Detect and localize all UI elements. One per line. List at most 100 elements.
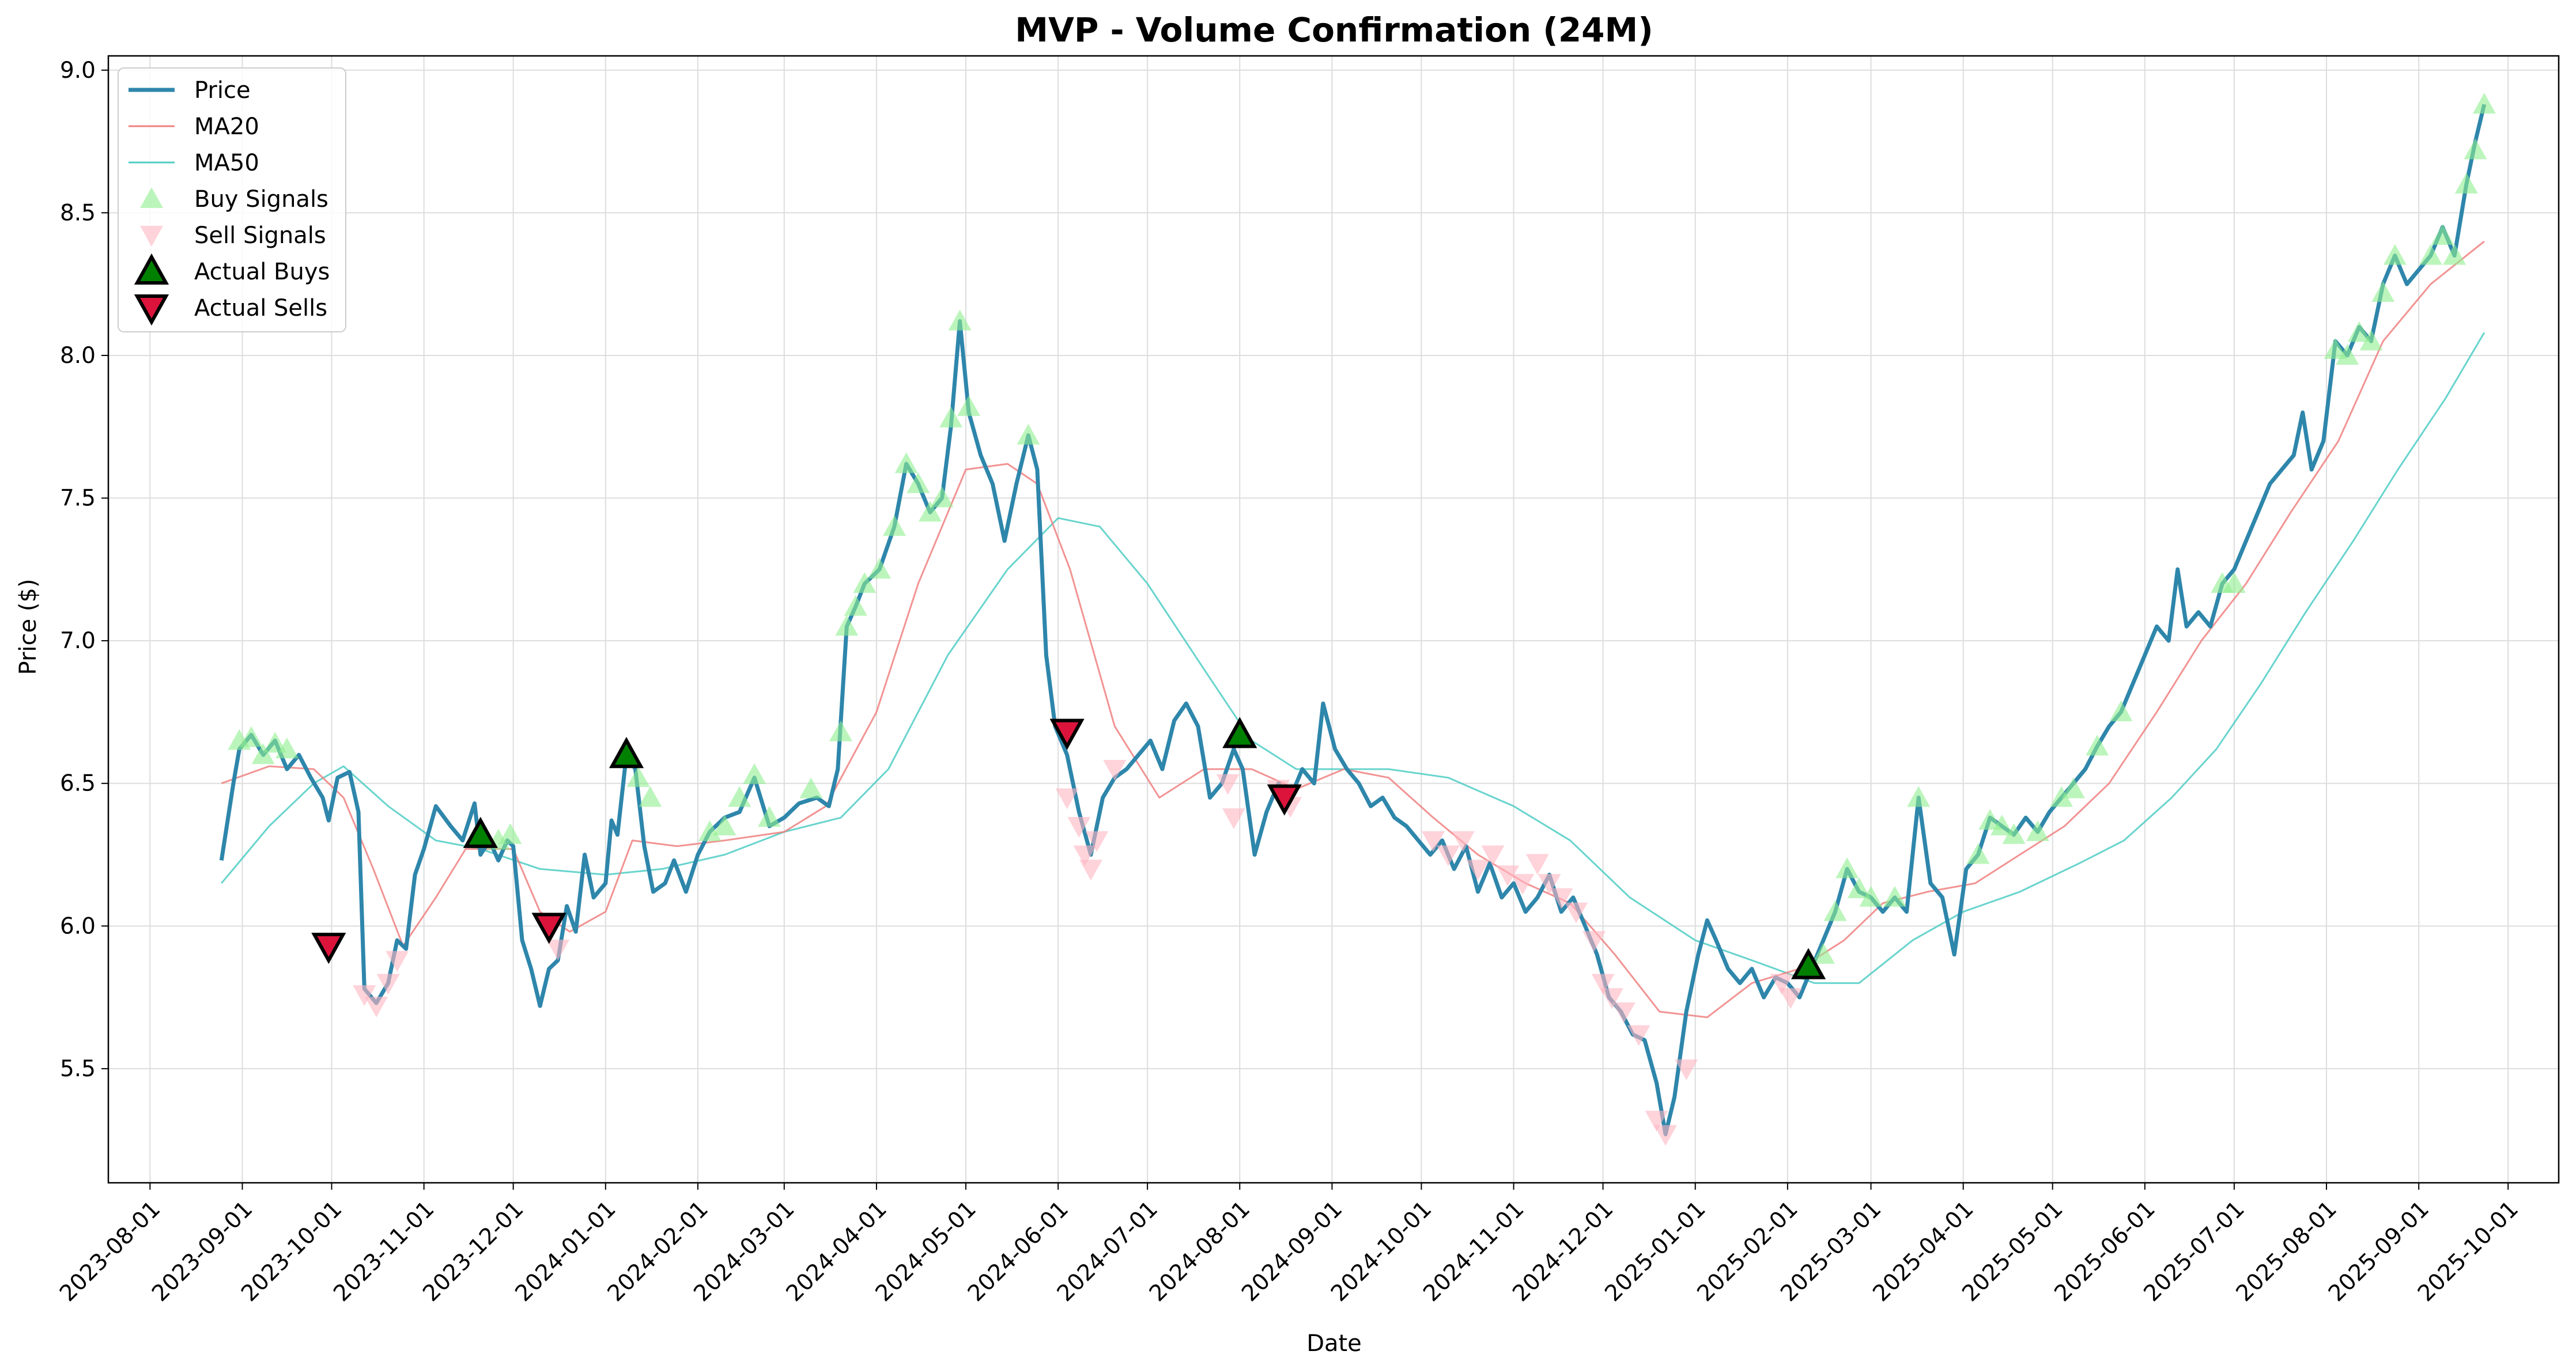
buy-signal-marker [263, 732, 287, 753]
legend-swatch [134, 294, 169, 326]
actual-sell-marker [1267, 784, 1302, 816]
buy-signal-marker [743, 763, 766, 784]
buy-signal-marker [251, 743, 275, 765]
sell-signal-marker [1511, 874, 1535, 895]
buy-signal-marker [2002, 823, 2026, 844]
actual-sell-marker [311, 932, 346, 964]
buy-signal-marker [1823, 900, 1847, 921]
buy-signal-marker [2347, 321, 2371, 342]
buy-signal-marker [894, 452, 918, 474]
legend-label: MA20 [194, 113, 259, 140]
y-axis-label: Price ($) [15, 579, 41, 675]
sell-signal-marker [1582, 931, 1606, 952]
sell-signal-marker [1627, 1025, 1650, 1046]
buy-signal-marker [918, 501, 942, 522]
ma20-line [221, 240, 2485, 1019]
actual-sell-marker [531, 913, 566, 944]
buy-signal-marker [1811, 943, 1835, 964]
actual-buy-marker [1222, 717, 1257, 748]
y-tick-label: 8.0 [60, 343, 96, 369]
y-tick-label: 8.5 [60, 200, 96, 226]
buy-signal-marker [239, 726, 263, 747]
y-tick-label: 6.5 [60, 771, 96, 797]
y-tick-label: 5.5 [60, 1056, 96, 1082]
sell-signal-marker [1565, 902, 1588, 924]
y-tick-label: 9.0 [60, 58, 96, 84]
chart-title: MVP - Volume Confirmation (24M) [1015, 10, 1653, 50]
sell-signal-marker [1600, 988, 1624, 1009]
buy-signal-marker [2086, 735, 2109, 756]
sell-signal-marker [1451, 831, 1475, 852]
sell-signal-marker [1103, 759, 1127, 781]
legend-label: Buy Signals [194, 186, 328, 213]
buy-signal-marker [713, 815, 736, 836]
buy-signal-marker [2431, 224, 2454, 245]
y-tick-label: 6.0 [60, 913, 96, 939]
buy-signal-marker [498, 823, 522, 844]
sell-signal-marker [1085, 831, 1109, 852]
sell-signal-marker [1073, 845, 1097, 866]
actual-sell-marker [1049, 718, 1085, 750]
buy-signal-marker [698, 820, 722, 841]
legend-item-ma50: MA50 [129, 150, 259, 176]
buy-signal-marker [844, 595, 867, 616]
legend-swatch [140, 187, 163, 208]
legend-label: Sell Signals [194, 222, 326, 249]
sell-signal-marker [1538, 874, 1561, 895]
buy-signal-marker [1966, 843, 1990, 864]
sell-signal-marker [353, 985, 376, 1006]
axes: 2023-08-012023-09-012023-10-012023-11-01… [55, 55, 2560, 1307]
x-axis-label: Date [1306, 1330, 1362, 1357]
legend-swatch [140, 226, 163, 247]
buy-signal-marker [728, 786, 751, 807]
buy-signal-marker [829, 720, 852, 741]
buy-signal-marker [1907, 786, 1931, 807]
legend-label: Actual Sells [194, 295, 327, 321]
buy-signal-marker [835, 615, 859, 636]
buy-signal-marker [275, 737, 299, 759]
buy-signal-marker [2026, 820, 2049, 841]
buy-signal-marker [1859, 886, 1883, 907]
buy-signal-marker [2464, 138, 2487, 160]
legend-label: MA50 [194, 150, 259, 176]
buy-signal-marker [2383, 244, 2407, 265]
sell-signal-marker [1216, 774, 1240, 795]
buy-signal-marker [930, 486, 954, 508]
buy-signal-marker [1847, 877, 1871, 898]
sell-signal-marker [1067, 817, 1091, 838]
buy-signal-marker [2061, 777, 2085, 799]
buy-signal-marker [1835, 857, 1859, 879]
grid [108, 56, 2559, 1183]
price-line [219, 104, 2487, 1137]
legend-swatch [134, 253, 169, 285]
sell-signal-marker [386, 951, 409, 972]
sell-signal-marker [1466, 860, 1490, 881]
sell-signal-marker [1422, 831, 1445, 852]
y-tick-label: 7.5 [60, 486, 96, 512]
buy-signal-marker [757, 806, 781, 827]
sell-signal-marker [1222, 808, 1245, 830]
buy-signal-marker [2359, 330, 2383, 351]
sell-signal-marker [1591, 974, 1615, 995]
buy-signal-marker [2109, 700, 2133, 721]
legend-item-ma20: MA20 [129, 113, 259, 140]
sell-signal-marker [1436, 845, 1460, 866]
buy-signal-marker [1883, 886, 1906, 907]
buy-signal-marker [2454, 172, 2478, 194]
sell-signal-marker [1079, 860, 1102, 881]
buy-signal-marker [2419, 244, 2442, 265]
sell-signal-marker [1645, 1111, 1668, 1132]
sell-signal-marker [1525, 854, 1549, 875]
legend-item-actual_buy: Actual Buys [134, 253, 330, 285]
sell-signal-marker [1675, 1059, 1698, 1080]
signal-markers [228, 93, 2496, 1146]
sell-signal-marker [1654, 1125, 1678, 1146]
buy-signal-marker [2443, 244, 2467, 265]
legend-label: Price [194, 77, 251, 104]
sell-signal-marker [1612, 1002, 1636, 1023]
buy-signal-marker [906, 472, 930, 493]
buy-signal-marker [626, 766, 650, 787]
buy-signal-marker [2472, 93, 2496, 114]
